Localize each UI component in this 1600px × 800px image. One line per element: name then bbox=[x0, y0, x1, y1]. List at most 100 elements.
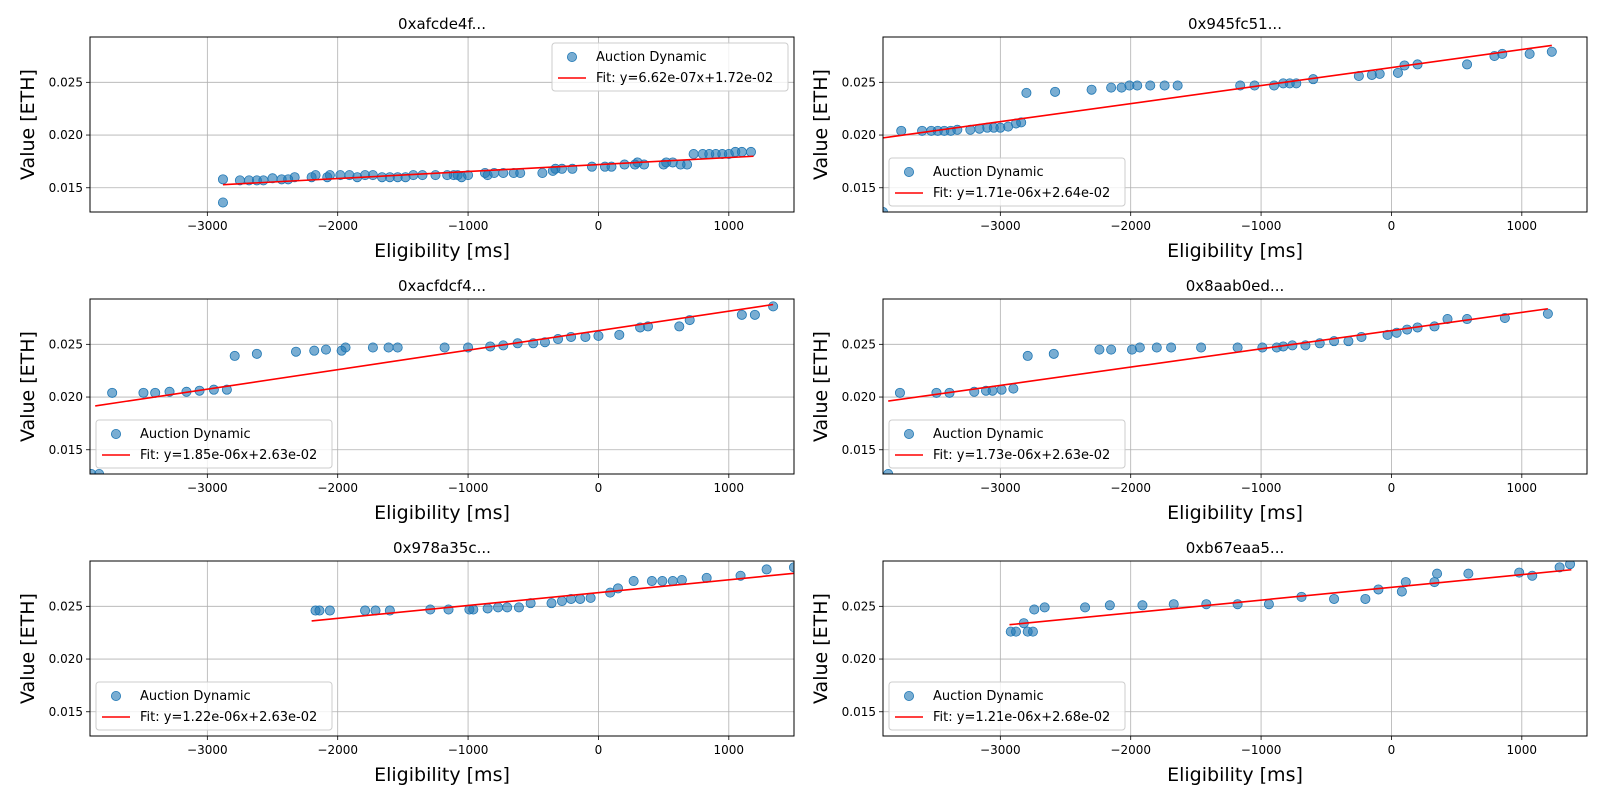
scatter-point bbox=[619, 159, 630, 170]
scatter-point bbox=[1554, 562, 1565, 573]
scatter-point bbox=[289, 172, 300, 183]
legend: Auction Dynamic Fit: y=1.21e-06x+2.68e-02 bbox=[888, 681, 1126, 731]
scatter-point bbox=[1269, 80, 1280, 91]
scatter-point bbox=[749, 309, 760, 320]
fit-line bbox=[883, 44, 1552, 139]
fit-line bbox=[1009, 568, 1572, 626]
x-tick-label: −3000 bbox=[187, 481, 228, 495]
scatter-point bbox=[482, 603, 493, 614]
scatter-point bbox=[515, 167, 526, 178]
x-axis-label: Eligibility [ms] bbox=[1167, 502, 1303, 524]
x-tick-label: 0 bbox=[1388, 481, 1396, 495]
chart-title: 0xacfdcf4... bbox=[398, 277, 486, 295]
scatter-point bbox=[417, 170, 428, 181]
scatter-point bbox=[1050, 86, 1061, 97]
x-tick-label: −3000 bbox=[980, 481, 1021, 495]
scatter-point bbox=[1374, 68, 1385, 79]
scatter-point bbox=[217, 197, 228, 208]
x-tick-label: 0 bbox=[595, 743, 603, 757]
scatter-point bbox=[340, 342, 351, 353]
legend-label-scatter: Auction Dynamic bbox=[140, 427, 251, 442]
scatter-point bbox=[1442, 314, 1453, 325]
scatter-point bbox=[493, 602, 504, 613]
y-tick-label: 0.020 bbox=[842, 652, 876, 666]
y-tick-label: 0.025 bbox=[49, 75, 83, 89]
x-tick-label: 1000 bbox=[714, 481, 745, 495]
scatter-point bbox=[290, 346, 301, 357]
x-tick-label: 1000 bbox=[714, 743, 745, 757]
x-tick-label: 1000 bbox=[714, 219, 745, 233]
legend-label-fit: Fit: y=1.22e-06x+2.63e-02 bbox=[140, 710, 317, 725]
scatter-point bbox=[310, 170, 321, 181]
scatter-point bbox=[1021, 87, 1032, 98]
legend: Auction Dynamic Fit: y=6.62e-07x+1.72e-02 bbox=[551, 42, 789, 92]
x-axis-label: Eligibility [ms] bbox=[1167, 240, 1303, 262]
scatter-point bbox=[646, 576, 657, 587]
axes-frame bbox=[89, 560, 795, 737]
x-tick-label: −2000 bbox=[1110, 481, 1151, 495]
x-tick-label: 1000 bbox=[1507, 743, 1538, 757]
scatter-point bbox=[1429, 321, 1440, 332]
scatter-point bbox=[1329, 593, 1340, 604]
x-tick-label: −1000 bbox=[448, 481, 489, 495]
y-axis-label: Value [ETH] bbox=[17, 331, 39, 442]
scatter-point bbox=[682, 159, 693, 170]
legend-label-scatter: Auction Dynamic bbox=[933, 689, 1044, 704]
x-tick-label: −2000 bbox=[1110, 743, 1151, 757]
scatter-point bbox=[392, 342, 403, 353]
x-axis-label: Eligibility [ms] bbox=[374, 502, 510, 524]
scatter-point bbox=[1196, 342, 1207, 353]
scatter-point bbox=[1201, 599, 1212, 610]
scatter-point bbox=[917, 125, 928, 136]
y-axis-label: Value [ETH] bbox=[17, 593, 39, 704]
legend-marker-scatter bbox=[111, 428, 122, 439]
scatter-points bbox=[90, 301, 779, 474]
y-tick-label: 0.025 bbox=[49, 599, 83, 613]
scatter-point bbox=[1145, 80, 1156, 91]
scatter-point bbox=[1048, 348, 1059, 359]
scatter-point bbox=[586, 161, 597, 172]
scatter-point bbox=[1232, 342, 1243, 353]
scatter-point bbox=[1132, 80, 1143, 91]
scatter-point bbox=[502, 602, 513, 613]
scatter-point bbox=[320, 344, 331, 355]
legend-box bbox=[95, 419, 333, 469]
scatter-point bbox=[1151, 342, 1162, 353]
y-tick-label: 0.015 bbox=[49, 443, 83, 457]
x-tick-label: −2000 bbox=[317, 481, 358, 495]
legend-marker-scatter bbox=[904, 691, 915, 702]
scatter-point bbox=[513, 602, 524, 613]
y-tick-label: 0.020 bbox=[842, 128, 876, 142]
subplot-3: −3000 −2000 −1000 0 1000 0.015 0.020 0.025 0xacf… bbox=[17, 277, 795, 524]
scatter-point bbox=[768, 301, 779, 312]
x-tick-label: −3000 bbox=[187, 743, 228, 757]
scatter-point bbox=[1106, 344, 1117, 355]
legend-marker-scatter bbox=[904, 166, 915, 177]
x-axis-label: Eligibility [ms] bbox=[1167, 764, 1303, 786]
legend-label-scatter: Auction Dynamic bbox=[933, 165, 1044, 180]
y-axis-label: Value [ETH] bbox=[810, 331, 832, 442]
x-tick-label: 0 bbox=[595, 219, 603, 233]
scatter-point bbox=[1497, 48, 1508, 59]
scatter-point bbox=[996, 384, 1007, 395]
subplot-4: −3000 −2000 −1000 0 1000 0.015 0.020 0.025 0x8aa… bbox=[810, 277, 1588, 524]
x-tick-label: 0 bbox=[1388, 743, 1396, 757]
scatter-point bbox=[1106, 82, 1117, 93]
legend-label-fit: Fit: y=1.85e-06x+2.63e-02 bbox=[140, 448, 317, 463]
scatter-point bbox=[324, 605, 335, 616]
scatter-point bbox=[736, 146, 747, 157]
scatter-point bbox=[593, 330, 604, 341]
scatter-point bbox=[1166, 342, 1177, 353]
x-tick-label: −3000 bbox=[187, 219, 228, 233]
scatter-point bbox=[1396, 586, 1407, 597]
y-tick-label: 0.025 bbox=[49, 337, 83, 351]
y-tick-label: 0.015 bbox=[842, 705, 876, 719]
scatter-point bbox=[1565, 561, 1576, 570]
y-tick-label: 0.015 bbox=[49, 705, 83, 719]
legend-label-scatter: Auction Dynamic bbox=[596, 50, 707, 65]
scatter-point bbox=[309, 345, 320, 356]
scatter-point bbox=[537, 167, 548, 178]
legend-label-fit: Fit: y=6.62e-07x+1.72e-02 bbox=[596, 71, 773, 86]
chart-title: 0x8aab0ed... bbox=[1186, 277, 1284, 295]
legend-box bbox=[95, 681, 333, 731]
